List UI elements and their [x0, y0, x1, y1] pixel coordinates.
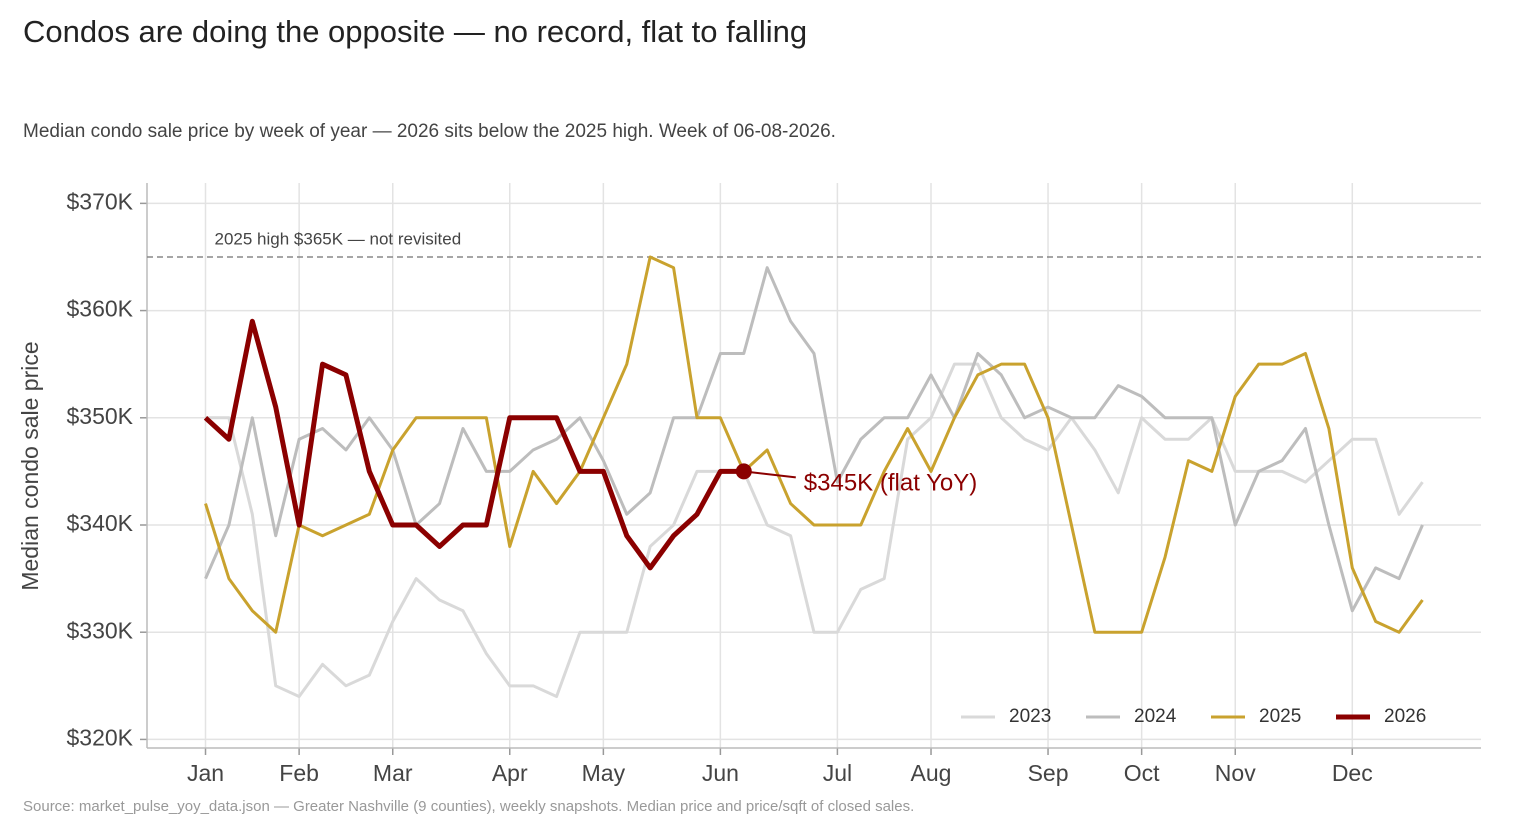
- series-line: [205, 362, 1424, 699]
- legend-label: 2024: [1134, 706, 1177, 727]
- y-tick-label: $340K: [66, 510, 133, 536]
- x-tick-label: Mar: [373, 760, 413, 786]
- series-line: [204, 255, 1424, 634]
- y-tick-label: $320K: [66, 725, 133, 751]
- source-note: Source: market_pulse_yoy_data.json — Gre…: [23, 798, 914, 815]
- annotation-text: $345K (flat YoY): [804, 470, 977, 497]
- chart-title: Condos are doing the opposite — no recor…: [23, 14, 807, 49]
- x-tick-label: Aug: [911, 760, 952, 786]
- y-tick-label: $350K: [66, 403, 133, 429]
- annotation-dot: [735, 463, 752, 480]
- legend: 2023 2024 2025 2026: [961, 706, 1426, 727]
- annotation-connector: [743, 470, 796, 479]
- x-tick-label: Oct: [1124, 760, 1160, 786]
- y-axis-label: Median condo sale price: [17, 341, 43, 590]
- series-line: [204, 266, 1424, 613]
- x-tick-label: Jun: [702, 760, 739, 786]
- y-tick-label: $370K: [66, 188, 133, 214]
- x-tick-label: Dec: [1332, 760, 1373, 786]
- chart-subtitle: Median condo sale price by week of year …: [23, 121, 836, 142]
- x-tick-label: Sep: [1028, 760, 1069, 786]
- x-tick-label: Jul: [823, 760, 852, 786]
- legend-label: 2025: [1259, 706, 1301, 727]
- x-tick-label: Jan: [187, 760, 224, 786]
- x-tick-label: May: [582, 760, 626, 786]
- x-tick-label: Apr: [492, 760, 528, 786]
- reference-label: 2025 high $365K — not revisited: [215, 229, 462, 248]
- y-tick-label: $330K: [66, 617, 133, 643]
- legend-label: 2023: [1009, 706, 1051, 727]
- y-tick-label: $360K: [66, 296, 133, 322]
- series-line: [203, 318, 744, 571]
- legend-label: 2026: [1384, 706, 1426, 727]
- x-tick-label: Feb: [279, 760, 319, 786]
- x-tick-label: Nov: [1215, 760, 1256, 786]
